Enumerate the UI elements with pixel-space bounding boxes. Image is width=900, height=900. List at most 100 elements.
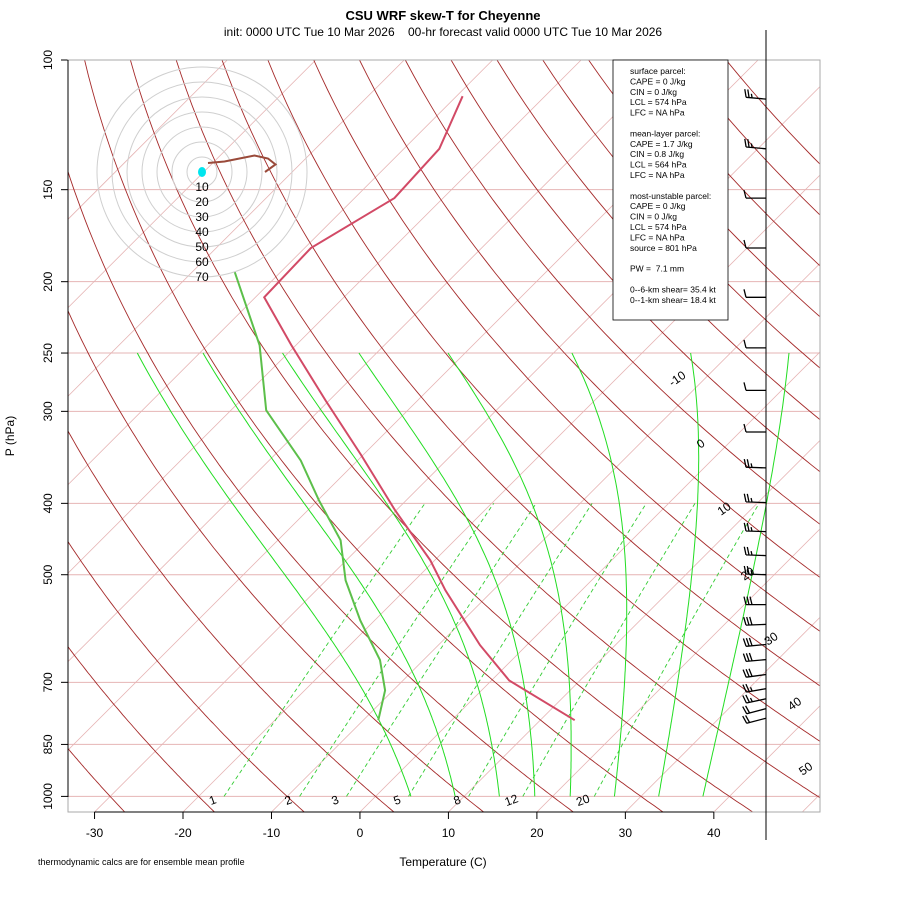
hodograph-ring bbox=[141, 111, 263, 233]
chart-subtitle: init: 0000 UTC Tue 10 Mar 2026 00-hr for… bbox=[224, 25, 663, 39]
moist-adiabat bbox=[282, 352, 500, 797]
mixing-ratio-label: 20 bbox=[574, 791, 592, 809]
isotherm bbox=[68, 60, 405, 397]
x-axis-label: Temperature (C) bbox=[399, 855, 486, 869]
wind-barb bbox=[743, 522, 767, 533]
hodograph-ring-label: 70 bbox=[195, 270, 209, 284]
hodograph-ring bbox=[171, 141, 233, 203]
dry-adiabat bbox=[450, 60, 820, 473]
y-tick-label: 700 bbox=[41, 672, 55, 692]
info-line: most-unstable parcel: bbox=[630, 191, 711, 201]
y-tick-label: 1000 bbox=[41, 783, 55, 810]
wind-barb bbox=[743, 565, 767, 576]
isotherm bbox=[713, 705, 820, 812]
hodograph-ring bbox=[126, 96, 278, 248]
dry-adiabat bbox=[404, 60, 820, 525]
moist-adiabat bbox=[136, 352, 412, 797]
isotherm bbox=[448, 439, 820, 812]
mixing-ratio-line bbox=[408, 503, 593, 797]
chart-title: CSU WRF skew-T for Cheyenne bbox=[345, 8, 540, 23]
dry-adiabat bbox=[68, 646, 215, 812]
dry-adiabat bbox=[175, 60, 820, 799]
x-tick-label: -30 bbox=[86, 826, 104, 840]
x-tick-label: -10 bbox=[263, 826, 281, 840]
info-line: LCL = 564 hPa bbox=[630, 160, 687, 170]
isotherm-label: 40 bbox=[785, 694, 804, 713]
isotherm bbox=[359, 351, 820, 812]
wind-barb bbox=[743, 493, 767, 504]
dry-adiabat bbox=[725, 60, 820, 165]
info-line: CAPE = 0 J/kg bbox=[630, 201, 686, 211]
dry-adiabat bbox=[129, 60, 753, 812]
info-line: source = 801 hPa bbox=[630, 243, 697, 253]
dry-adiabat bbox=[267, 60, 820, 687]
info-line: LCL = 574 hPa bbox=[630, 97, 687, 107]
mixing-ratio-line bbox=[468, 503, 647, 797]
wind-barb bbox=[743, 546, 767, 557]
wind-barb bbox=[744, 89, 767, 100]
dry-adiabat bbox=[68, 430, 395, 812]
isotherm bbox=[536, 528, 820, 812]
y-tick-label: 400 bbox=[41, 493, 55, 513]
dewpoint-profile bbox=[233, 271, 387, 721]
hodograph-ring bbox=[186, 156, 218, 188]
info-line: 0--6-km shear= 35.4 kt bbox=[630, 284, 716, 294]
dry-adiabat bbox=[68, 170, 574, 812]
info-line: surface parcel: bbox=[630, 66, 686, 76]
temperature-profile bbox=[262, 95, 576, 722]
info-line: 0--1-km shear= 18.4 kt bbox=[630, 295, 716, 305]
wind-barb bbox=[743, 458, 767, 469]
moist-adiabat bbox=[358, 352, 536, 797]
info-line: CIN = 0 J/kg bbox=[630, 212, 677, 222]
moist-adiabat bbox=[658, 352, 700, 797]
info-line: CAPE = 0 J/kg bbox=[630, 76, 686, 86]
info-line: LFC = NA hPa bbox=[630, 232, 685, 242]
y-axis-label: P (hPa) bbox=[3, 416, 17, 456]
isotherm-label: 10 bbox=[715, 499, 734, 518]
wind-barb bbox=[742, 694, 767, 704]
wind-barb bbox=[742, 637, 767, 647]
moist-adiabat bbox=[202, 352, 456, 797]
storm-motion-marker bbox=[198, 167, 206, 177]
mixing-ratio-line bbox=[593, 503, 760, 797]
isotherm bbox=[68, 60, 228, 220]
dry-adiabat bbox=[359, 60, 820, 579]
mixing-ratio-line bbox=[299, 503, 495, 797]
x-tick-label: -20 bbox=[174, 826, 192, 840]
mixing-ratio-label: 8 bbox=[452, 792, 463, 808]
isotherm bbox=[68, 60, 493, 486]
dry-adiabat bbox=[496, 60, 820, 421]
dry-adiabat bbox=[313, 60, 820, 632]
y-tick-label: 300 bbox=[41, 401, 55, 421]
isotherm bbox=[68, 60, 670, 663]
dry-adiabat bbox=[68, 540, 305, 812]
wind-barb bbox=[743, 339, 766, 349]
moist-adiabat bbox=[447, 352, 572, 797]
dry-adiabat bbox=[68, 747, 126, 812]
isotherm bbox=[271, 262, 820, 812]
info-line: mean-layer parcel: bbox=[630, 128, 700, 138]
hodograph-ring-label: 10 bbox=[195, 180, 209, 194]
hodograph-ring-label: 50 bbox=[195, 240, 209, 254]
hodograph-ring-label: 60 bbox=[195, 255, 209, 269]
moist-adiabat bbox=[702, 352, 790, 797]
wind-barb bbox=[743, 189, 766, 199]
dry-adiabat bbox=[221, 60, 820, 742]
mixing-ratio-label: 1 bbox=[207, 792, 218, 808]
isotherm bbox=[68, 60, 582, 574]
wind-barb bbox=[744, 138, 767, 150]
hodograph-ring bbox=[156, 126, 248, 218]
info-line: CIN = 0 J/kg bbox=[630, 87, 677, 97]
x-tick-label: 10 bbox=[442, 826, 456, 840]
info-box bbox=[612, 59, 729, 321]
isotherm bbox=[625, 616, 820, 812]
info-line: LCL = 574 hPa bbox=[630, 222, 687, 232]
y-tick-label: 850 bbox=[41, 734, 55, 754]
y-tick-label: 100 bbox=[41, 50, 55, 70]
wind-barb bbox=[742, 715, 767, 724]
isotherm bbox=[68, 60, 317, 309]
isotherm-label: -10 bbox=[666, 368, 689, 390]
hodograph-ring-label: 30 bbox=[195, 210, 209, 224]
mixing-ratio-label: 5 bbox=[392, 792, 403, 808]
